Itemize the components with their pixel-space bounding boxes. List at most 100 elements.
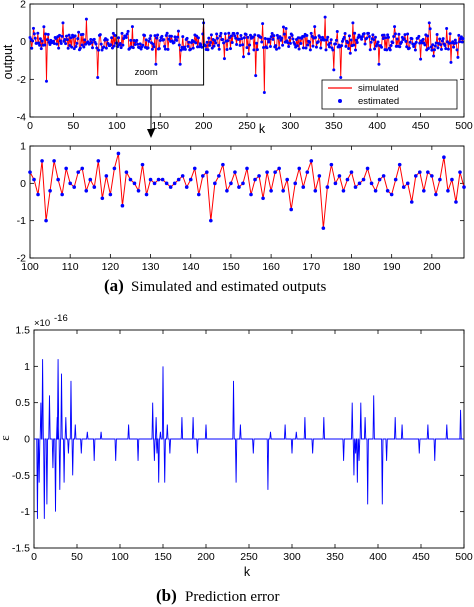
estimated-point [448, 32, 452, 36]
estimated-point [373, 47, 377, 51]
estimated-point [60, 34, 64, 38]
estimated-point [334, 38, 338, 42]
estimated-point [259, 35, 263, 39]
estimated-point [187, 40, 191, 44]
x-tick-label: 180 [343, 261, 361, 273]
estimated-point [163, 44, 167, 48]
estimated-point [239, 33, 243, 37]
estimated-point [269, 35, 273, 39]
estimated-point [209, 218, 213, 223]
estimated-point [92, 37, 96, 41]
estimated-point [393, 177, 398, 182]
estimated-point [271, 37, 275, 41]
estimated-point [305, 170, 310, 174]
estimated-point [398, 45, 402, 49]
estimated-point [406, 32, 410, 36]
estimated-point [382, 33, 386, 37]
estimated-point [386, 33, 390, 37]
estimated-point [201, 174, 205, 178]
estimated-point [434, 192, 438, 197]
x-tick-label: 500 [455, 120, 473, 132]
x-tick-label: 170 [303, 261, 321, 273]
estimated-point [180, 174, 185, 178]
estimated-point [418, 170, 422, 174]
estimated-point [151, 42, 155, 46]
estimated-point [439, 43, 443, 47]
estimated-point [280, 36, 284, 40]
estimated-point [435, 33, 439, 36]
estimated-point [403, 33, 407, 37]
estimated-point [112, 44, 116, 48]
estimated-point [443, 44, 447, 48]
estimated-point [33, 36, 37, 40]
estimated-point [136, 42, 140, 46]
estimated-point [63, 37, 67, 41]
x-tick-label: 150 [154, 551, 172, 563]
estimated-point [229, 47, 233, 51]
estimated-point [367, 34, 371, 38]
estimated-point [326, 35, 330, 39]
y-tick-label: 0 [24, 434, 30, 446]
estimated-point [281, 43, 285, 47]
estimated-point [125, 32, 129, 36]
estimated-point [172, 40, 176, 44]
estimated-point [196, 192, 201, 197]
estimated-point [445, 26, 449, 30]
estimated-point [432, 54, 436, 58]
estimated-point [80, 43, 84, 47]
estimated-point [321, 226, 326, 230]
estimated-point [91, 46, 94, 50]
estimated-point [176, 29, 180, 33]
y-tick-label: -1.5 [12, 543, 30, 555]
x-tick-label: 300 [282, 120, 300, 132]
estimated-point [82, 45, 86, 49]
estimated-point [447, 41, 451, 45]
estimated-point [147, 39, 151, 43]
estimated-point [318, 35, 322, 39]
estimated-point [365, 36, 369, 40]
estimated-point [306, 43, 310, 47]
estimated-point [69, 36, 73, 40]
x-tick-label: 50 [71, 551, 83, 563]
estimated-point [277, 166, 281, 171]
estimated-point [308, 48, 312, 52]
estimated-point [124, 36, 128, 39]
estimated-point [281, 189, 285, 193]
estimated-point [335, 30, 339, 34]
zoom-label: zoom [135, 67, 158, 78]
estimated-point [49, 38, 53, 42]
estimated-point [55, 42, 59, 46]
estimated-point [68, 181, 72, 186]
estimated-point [423, 43, 427, 47]
estimated-point [89, 38, 93, 42]
estimated-point [348, 51, 352, 55]
estimated-point [319, 46, 323, 50]
estimated-point [143, 34, 147, 37]
estimated-point [265, 46, 269, 50]
estimated-point [458, 170, 462, 174]
estimated-point [289, 207, 294, 212]
y-tick-label: -1 [21, 506, 30, 518]
legend-simulated-label: simulated [358, 83, 399, 94]
estimated-point [206, 48, 210, 52]
estimated-point [268, 37, 272, 41]
estimated-point [367, 31, 371, 35]
estimated-point [361, 177, 366, 182]
estimated-point [104, 174, 109, 178]
estimated-point [284, 26, 288, 30]
estimated-point [381, 174, 386, 178]
estimated-point [371, 33, 375, 37]
estimated-point [64, 166, 68, 171]
estimated-point [461, 37, 465, 41]
x-axis-label: k [259, 122, 266, 136]
estimated-point [233, 170, 237, 174]
estimated-point [347, 46, 351, 50]
estimated-point [412, 45, 416, 49]
estimated-point [177, 43, 181, 47]
y-axis-label: ε [0, 435, 12, 441]
estimated-point [226, 39, 230, 43]
estimated-point [77, 30, 81, 34]
estimated-point [40, 159, 44, 163]
estimated-point [139, 47, 143, 51]
estimated-point [392, 35, 396, 38]
